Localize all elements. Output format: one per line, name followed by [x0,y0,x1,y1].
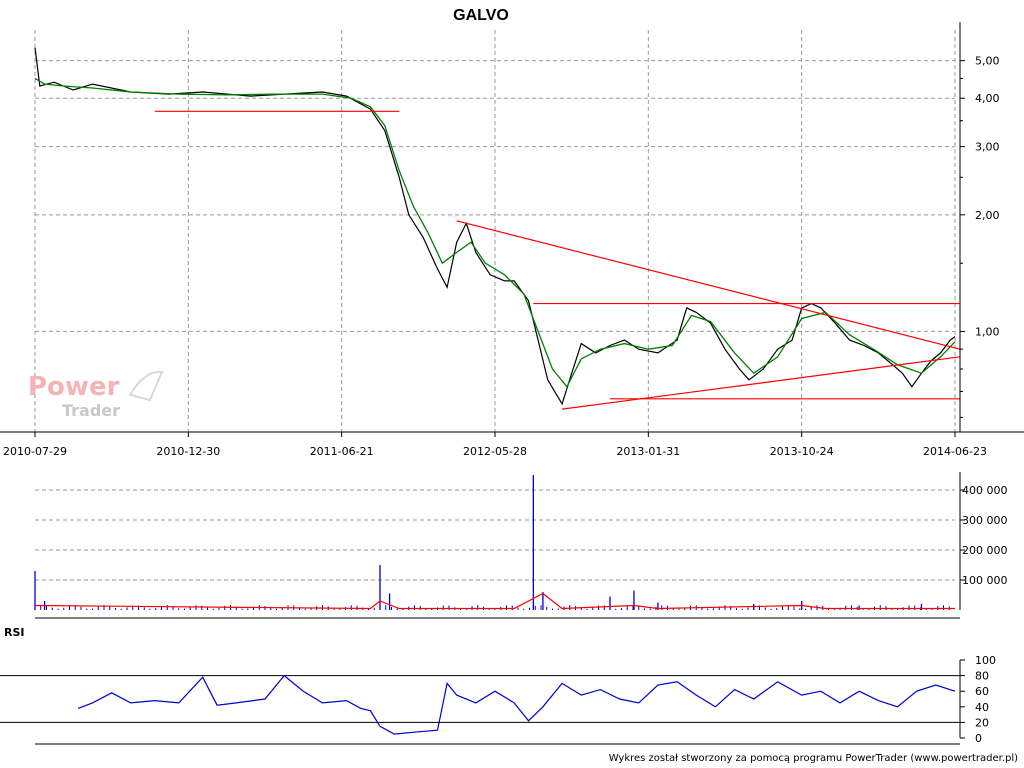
rsi-panel-title: RSI [4,626,25,639]
chart-title: GALVO [453,7,509,24]
volume-y-tick-label: 200 000 [962,544,1008,557]
rsi-panel [0,674,960,735]
rsi-y-tick-label: 0 [975,732,982,745]
trend-line [456,220,961,350]
x-tick-label: 2010-12-30 [156,445,220,458]
price-y-tick-label: 2,00 [975,209,1000,222]
rsi-y-tick-label: 40 [975,701,989,714]
rsi-y-tick-label: 80 [975,670,989,683]
rsi-y-tick-label: 100 [975,654,996,667]
watermark-line2: Trader [62,401,120,420]
watermark: Power Trader [28,370,164,420]
price-series-line [34,77,956,388]
volume-y-tick-label: 300 000 [962,514,1008,527]
grid-layer [34,30,956,581]
footer-credit: Wykres został stworzony za pomocą progra… [609,753,1018,764]
price-series-line [34,47,956,406]
x-tick-label: 2012-05-28 [463,445,527,458]
x-tick-label: 2014-06-23 [923,445,987,458]
price-panel [34,47,961,410]
volume-panel [34,475,955,610]
volume-average-line [34,592,955,610]
rsi-series-line [77,674,956,735]
price-y-tick-label: 1,00 [975,325,1000,338]
price-y-tick-label: 4,00 [975,92,1000,105]
labels-layer: GALVO 2010-07-29 2010-12-30 2011-06-21 2012-… [3,7,1018,764]
watermark-line1: Power [28,372,120,402]
x-tick-label: 2013-10-24 [770,445,834,458]
axes-layer [0,22,1024,745]
volume-y-tick-label: 400 000 [962,484,1008,497]
trend-line [562,356,961,410]
price-y-tick-label: 3,00 [975,141,1000,154]
rsi-y-tick-label: 20 [975,716,989,729]
rsi-y-tick-label: 60 [975,685,989,698]
watermark-swoosh-icon [128,370,164,402]
x-tick-label: 2011-06-21 [310,445,374,458]
price-y-tick-label: 5,00 [975,55,1000,68]
volume-y-tick-label: 100 000 [962,574,1008,587]
x-tick-label: 2013-01-31 [616,445,680,458]
x-tick-label: 2010-07-29 [3,445,67,458]
